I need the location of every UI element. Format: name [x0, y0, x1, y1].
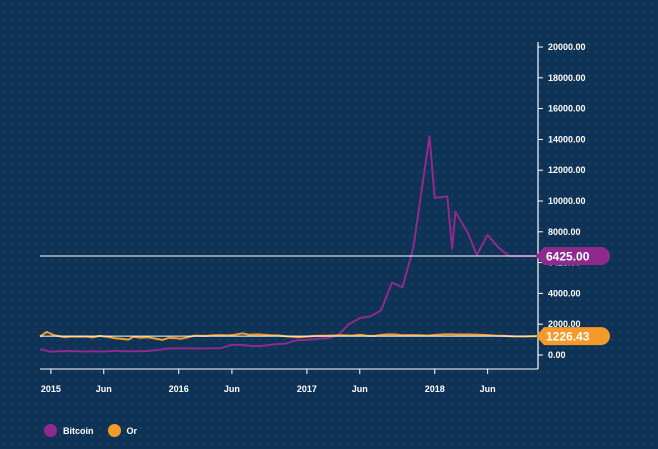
y-tick-label: 4000.00	[548, 288, 581, 298]
series-line-bitcoin	[39, 135, 537, 353]
y-tick-labels: 20000.00 18000.00 16000.00 14000.00 12000.00…	[538, 42, 586, 360]
badge-shape	[536, 327, 610, 346]
y-tick-label: 14000.00	[548, 134, 586, 144]
legend-label-bitcoin: Bitcoin	[63, 425, 94, 436]
last-value-badge-bitcoin: 6425.00	[536, 247, 610, 266]
legend: Bitcoin Or	[44, 424, 137, 437]
x-tick-labels: 2015 Jun 2016 Jun 2017 Jun 2018 Jun	[41, 369, 496, 394]
legend-item-bitcoin[interactable]: Bitcoin	[44, 424, 94, 437]
series-line-or	[39, 330, 538, 341]
x-tick-label: Jun	[224, 384, 240, 394]
legend-swatch-bitcoin	[44, 424, 57, 437]
y-tick-label: 20000.00	[548, 42, 586, 52]
x-tick-label: Jun	[352, 384, 368, 394]
legend-item-or[interactable]: Or	[107, 424, 138, 437]
y-tick-label: 10000.00	[548, 196, 586, 206]
y-tick-label: 0.00	[548, 350, 566, 360]
badge-value: 6425.00	[546, 250, 590, 264]
x-tick-label: 2015	[41, 384, 61, 394]
legend-swatch-or	[107, 424, 121, 437]
y-tick-label: 12000.00	[548, 165, 586, 175]
legend-label-or: Or	[126, 425, 138, 436]
x-tick-label: 2018	[425, 384, 445, 394]
last-value-badge-or: 1226.43	[536, 327, 610, 346]
badge-value: 1226.43	[546, 330, 590, 344]
y-tick-label: 16000.00	[548, 104, 586, 114]
x-tick-label: Jun	[480, 384, 496, 394]
x-tick-label: 2016	[169, 384, 189, 394]
reference-lines	[40, 255, 538, 337]
y-tick-label: 8000.00	[548, 227, 581, 237]
badge-shape	[536, 247, 610, 266]
series-layer	[39, 135, 538, 353]
x-tick-label: 2017	[297, 384, 317, 394]
last-value-badges: 6425.00 1226.43	[536, 247, 610, 346]
x-tick-label: Jun	[96, 384, 112, 394]
y-tick-label: 18000.00	[548, 73, 586, 83]
y-tick-label: 2000.00	[548, 319, 581, 329]
